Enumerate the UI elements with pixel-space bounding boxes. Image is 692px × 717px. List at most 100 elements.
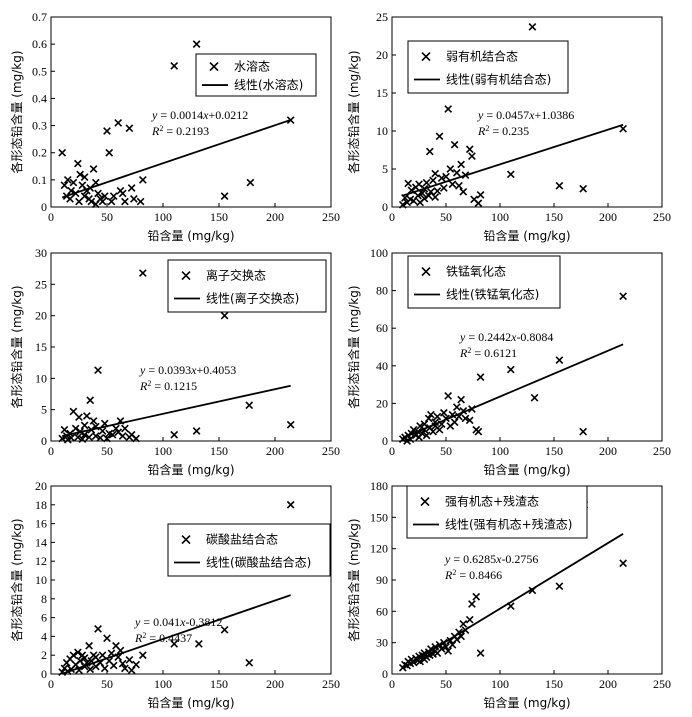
data-point bbox=[431, 169, 440, 178]
x-tick-label: 50 bbox=[101, 210, 113, 224]
data-point bbox=[94, 189, 102, 198]
y-tick-label: 30 bbox=[376, 636, 388, 650]
r2-symbol: R bbox=[134, 631, 143, 645]
data-point bbox=[78, 435, 87, 443]
data-point bbox=[474, 199, 483, 208]
eq-y-symbol: y bbox=[444, 552, 451, 566]
data-point bbox=[98, 651, 107, 660]
x-tick-label: 50 bbox=[440, 210, 452, 224]
data-point bbox=[118, 432, 127, 440]
data-point bbox=[132, 434, 140, 443]
data-point bbox=[506, 365, 515, 374]
r2-superscript: 2 bbox=[452, 568, 456, 577]
data-point bbox=[69, 407, 78, 416]
legend-label-data: 强有机态+残渣态 bbox=[445, 495, 539, 509]
data-point bbox=[130, 194, 138, 203]
legend-marker-icon bbox=[209, 62, 219, 72]
data-point bbox=[121, 424, 129, 433]
data-point bbox=[461, 414, 470, 423]
eq-x-symbol: x bbox=[190, 363, 197, 377]
chart-panel-6: 0 50 100 150 200 250 0 30 60 90 120 150 180 铅含量 (mg/k… bbox=[346, 479, 671, 710]
trend-line bbox=[61, 119, 291, 199]
data-point bbox=[74, 648, 82, 657]
legend-box bbox=[406, 485, 588, 539]
legend-label-fit: 线性(强有机态+残渣态) bbox=[445, 517, 572, 531]
x-tick-label: 50 bbox=[440, 444, 452, 458]
data-point bbox=[555, 582, 564, 591]
data-point bbox=[89, 165, 98, 173]
data-point bbox=[100, 192, 109, 201]
y-tick-label: 14 bbox=[35, 535, 47, 549]
data-point bbox=[192, 427, 201, 435]
y-tick-label: 0 bbox=[382, 667, 388, 681]
x-tick-label: 150 bbox=[210, 210, 228, 224]
eq-x-symbol: x bbox=[495, 552, 502, 566]
trend-line bbox=[402, 343, 624, 439]
data-point bbox=[398, 200, 407, 209]
data-point bbox=[429, 176, 437, 185]
x-tick-label: 250 bbox=[322, 677, 340, 691]
data-point bbox=[121, 664, 129, 673]
data-point bbox=[108, 430, 117, 439]
data-point bbox=[100, 664, 109, 673]
data-point bbox=[444, 392, 453, 400]
y-tick-label: 6 bbox=[41, 611, 47, 625]
data-point bbox=[476, 373, 485, 381]
data-point bbox=[80, 421, 89, 430]
x-axis-title: 铅含量 (mg/kg) bbox=[147, 462, 234, 477]
eq-x-symbol: x bbox=[510, 330, 517, 344]
x-tick-label: 100 bbox=[154, 444, 172, 458]
y-tick-label: 20 bbox=[376, 396, 388, 410]
x-tick-label: 200 bbox=[266, 677, 284, 691]
y-axis-title: 各形态铅含量 (mg/kg) bbox=[9, 50, 24, 173]
y-tick-label: 20 bbox=[376, 48, 388, 62]
y-axis-title: 各形态铅含量 (mg/kg) bbox=[346, 518, 361, 641]
data-point bbox=[404, 179, 413, 188]
y-tick-label: 180 bbox=[370, 479, 388, 493]
data-point bbox=[476, 649, 485, 657]
trend-line bbox=[402, 123, 624, 197]
data-point bbox=[433, 187, 442, 195]
data-point bbox=[170, 430, 179, 439]
data-point bbox=[85, 641, 93, 650]
data-point bbox=[506, 170, 515, 179]
chart-panel-5: 0 50 100 150 200 250 0 2 4 6 8 10 12 14 16 18 20 铅含量 (mg/… bbox=[9, 479, 340, 710]
x-tick-label: 0 bbox=[389, 677, 395, 691]
x-axis-title: 铅含量 (mg/kg) bbox=[483, 228, 570, 243]
y-tick-label: 25 bbox=[376, 10, 388, 24]
data-point bbox=[69, 178, 78, 187]
data-point bbox=[286, 420, 295, 429]
data-point bbox=[435, 132, 444, 141]
x-tick-label: 200 bbox=[599, 210, 617, 224]
y-tick-label: 0 bbox=[41, 200, 47, 214]
data-point bbox=[444, 647, 453, 655]
data-point bbox=[220, 625, 229, 634]
r2-value: = 0.2193 bbox=[163, 124, 209, 138]
data-point bbox=[468, 600, 476, 608]
legend-marker-icon bbox=[181, 271, 191, 281]
r2-symbol: R bbox=[477, 124, 486, 138]
y-tick-label: 0 bbox=[382, 200, 388, 214]
regression-equation: y = 0.0393x+0.4053 bbox=[139, 363, 236, 377]
data-point bbox=[442, 642, 450, 651]
data-point bbox=[446, 165, 455, 173]
data-point bbox=[429, 427, 437, 436]
data-point bbox=[98, 197, 107, 206]
x-tick-label: 250 bbox=[322, 444, 340, 458]
x-tick-label: 50 bbox=[440, 677, 452, 691]
data-point bbox=[424, 414, 433, 423]
data-point bbox=[60, 425, 69, 434]
data-point bbox=[112, 424, 120, 433]
x-tick-label: 250 bbox=[653, 210, 671, 224]
data-point bbox=[138, 269, 147, 277]
x-tick-label: 0 bbox=[48, 210, 54, 224]
eq-y-symbol: y bbox=[134, 615, 141, 629]
r2-superscript: 2 bbox=[467, 346, 471, 355]
data-point bbox=[94, 366, 102, 375]
x-tick-label: 200 bbox=[599, 444, 617, 458]
data-point bbox=[406, 435, 415, 443]
chart-panel-2: 0 50 100 150 200 250 0 5 10 15 20 25 铅含量 (mg/kg) 各形态铅… bbox=[346, 10, 671, 243]
